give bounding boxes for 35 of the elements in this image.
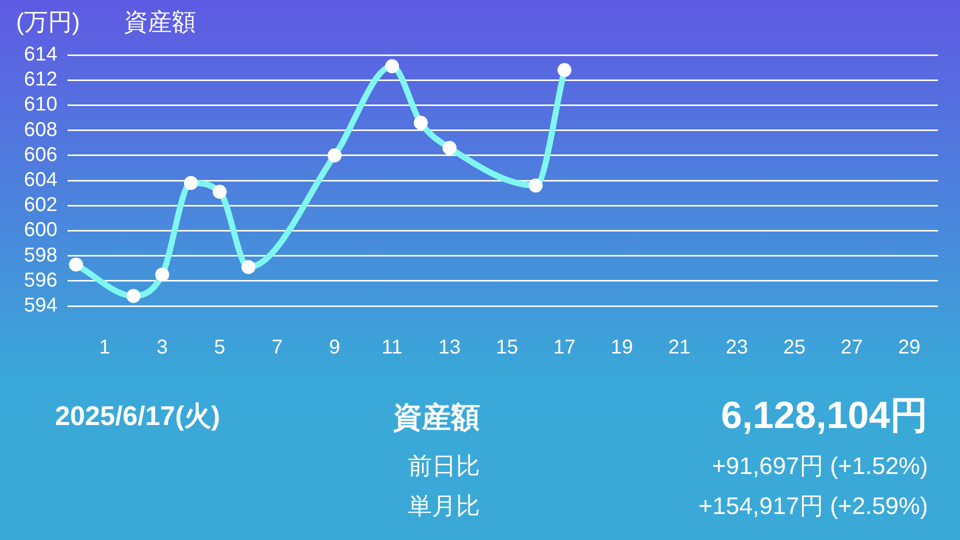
y-tick-label: 614 — [24, 44, 58, 66]
y-tick-label: 610 — [24, 94, 58, 116]
y-tick-label: 600 — [24, 219, 58, 242]
x-tick-label: 19 — [610, 336, 634, 359]
text: 2025/6/17(火) — [55, 400, 222, 433]
x-tick-label: 25 — [783, 336, 806, 359]
x-tick-label: 15 — [496, 336, 518, 359]
y-tick-label: 598 — [24, 244, 58, 266]
x-tick-label: 3 — [156, 336, 168, 359]
x-tick-label: 23 — [726, 336, 748, 359]
x-tick-label: 11 — [382, 336, 402, 359]
x-tick-label: 21 — [668, 336, 691, 359]
text: +91,697円 (+1.52%) — [710, 452, 928, 482]
x-tick-label: 17 — [553, 336, 576, 359]
text: 資産額 — [392, 400, 480, 436]
x-tick-label: 27 — [840, 336, 863, 359]
y-tick-label: 608 — [24, 118, 58, 141]
text: +154,917円 (+2.59%) — [698, 492, 928, 522]
y-tick-label: 596 — [24, 269, 58, 292]
y-tick-label: 612 — [24, 68, 58, 91]
x-tick-label: 1 — [99, 336, 110, 359]
x-tick-label: 13 — [438, 336, 461, 359]
x-tick-label: 29 — [898, 336, 920, 359]
y-tick-label: 606 — [24, 144, 58, 166]
text: 6,128,104円 — [720, 394, 928, 439]
x-tick-label: 5 — [214, 336, 226, 359]
chart-title: 資産額 — [124, 8, 196, 38]
x-tick-label: 9 — [329, 336, 340, 359]
y-tick-label: 594 — [24, 294, 58, 317]
text: 単月比 — [407, 492, 480, 522]
y-axis-title: (万円) — [16, 8, 80, 38]
text: 前日比 — [407, 452, 480, 482]
y-tick-label: 602 — [24, 194, 58, 216]
y-tick-label: 604 — [24, 169, 58, 192]
x-tick-label: 7 — [272, 336, 283, 359]
